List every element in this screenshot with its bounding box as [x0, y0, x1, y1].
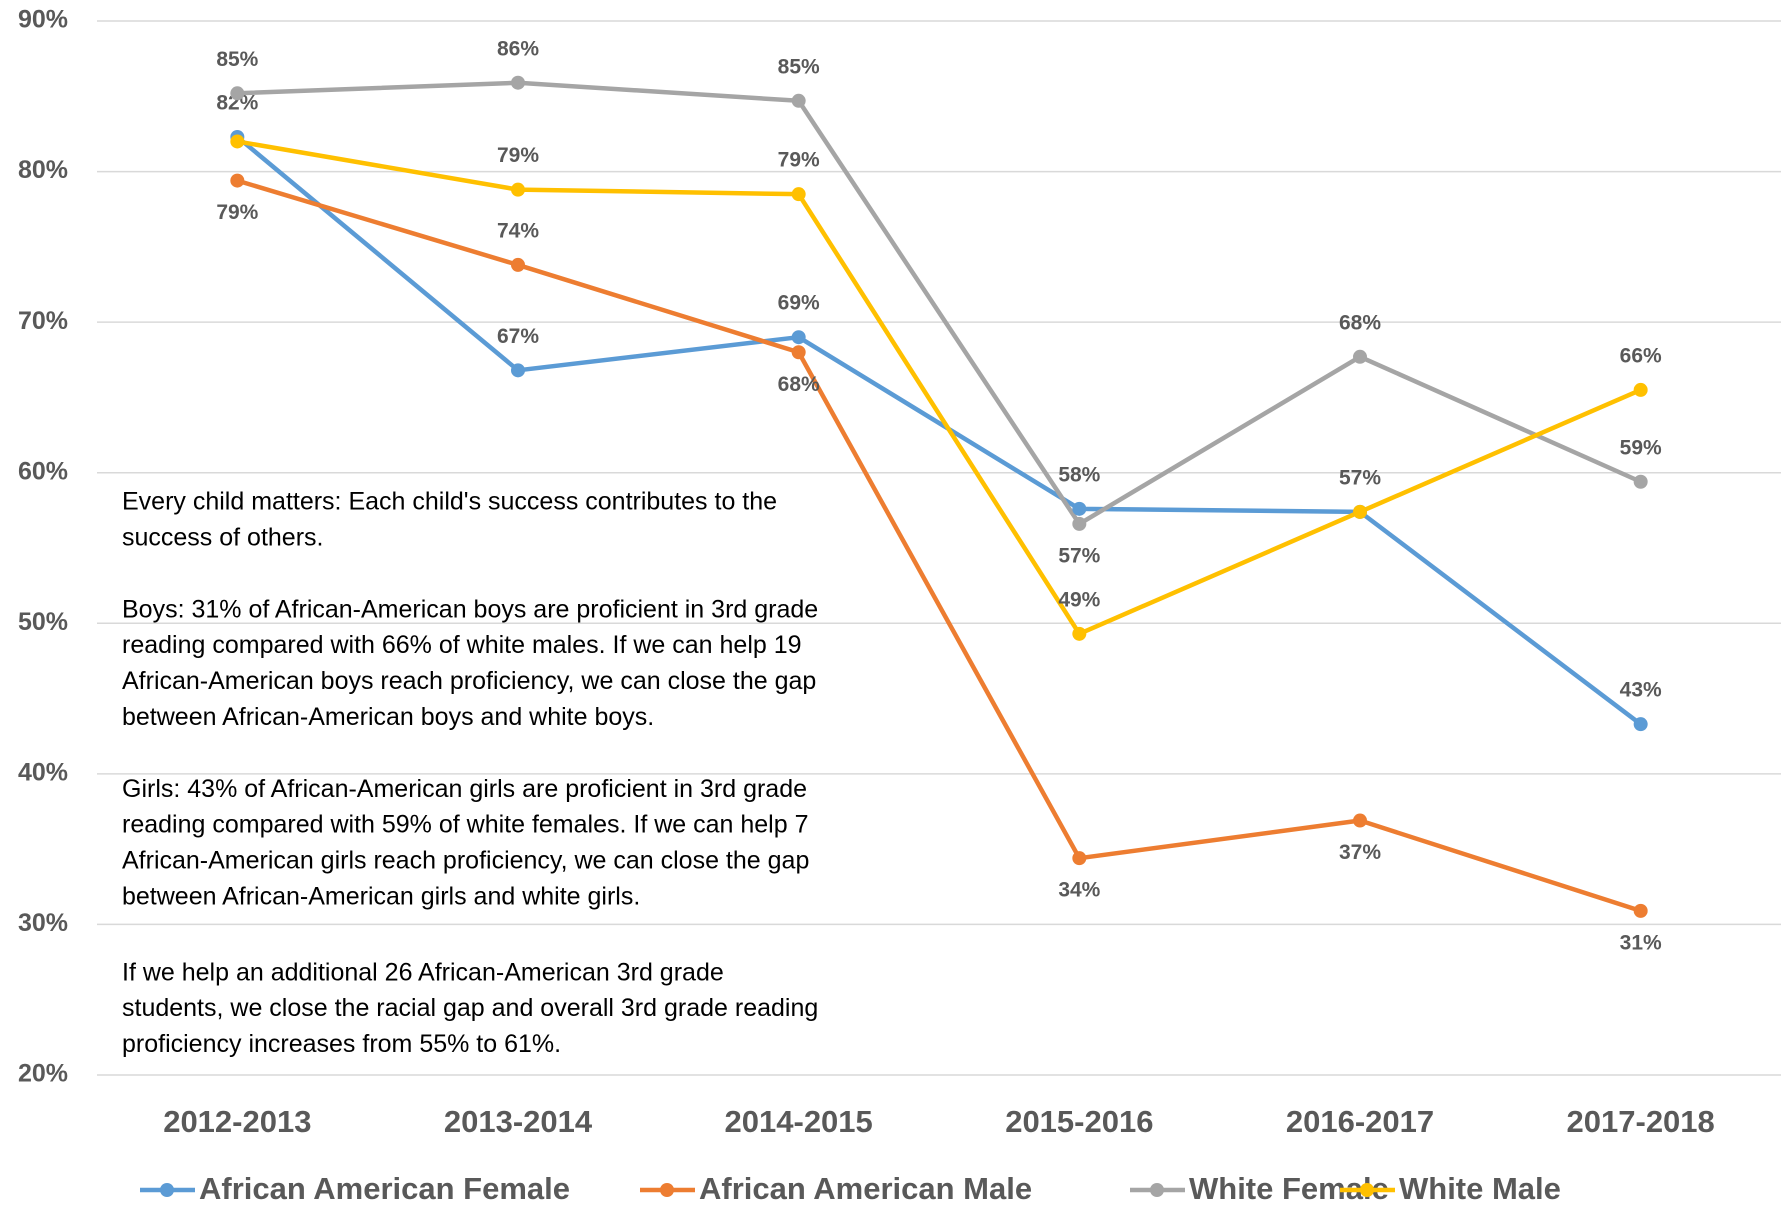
- data-label: 37%: [1339, 841, 1381, 864]
- annotation-line: between African-American boys and white …: [122, 703, 654, 731]
- legend-marker: [1150, 1183, 1164, 1197]
- series-line: [237, 80, 1642, 527]
- annotation-line: proficiency increases from 55% to 61%.: [122, 1030, 561, 1058]
- data-label: 79%: [216, 201, 258, 224]
- annotation-line: African-American girls reach proficiency…: [122, 847, 809, 875]
- point: [1353, 813, 1367, 828]
- point: [1353, 349, 1367, 364]
- annotation-line: African-American boys reach proficiency,…: [122, 667, 816, 695]
- data-label: 68%: [778, 373, 820, 396]
- point: [230, 86, 245, 101]
- legend-marker: [1360, 1183, 1374, 1197]
- x-tick-label: 2012-2013: [163, 1104, 311, 1139]
- data-label: 43%: [1620, 679, 1662, 702]
- data-label: 69%: [778, 292, 820, 315]
- legend-label: White Male: [1399, 1171, 1561, 1206]
- y-tick-label: 50%: [18, 608, 68, 636]
- point: [791, 345, 806, 360]
- point: [791, 93, 806, 108]
- series-line: [235, 135, 1643, 726]
- point: [511, 257, 525, 272]
- y-tick-label: 20%: [18, 1060, 68, 1088]
- data-label: 31%: [1620, 931, 1662, 954]
- data-label: 79%: [497, 144, 539, 167]
- x-tick-label: 2014-2015: [725, 1104, 873, 1139]
- point: [1353, 504, 1367, 519]
- y-tick-label: 90%: [18, 6, 68, 34]
- data-label: 79%: [778, 149, 820, 172]
- annotation-line: students, we close the racial gap and ov…: [122, 994, 818, 1022]
- data-label: 85%: [778, 55, 820, 78]
- annotation-line: success of others.: [122, 524, 323, 552]
- x-tick-label: 2013-2014: [444, 1104, 593, 1139]
- data-label: 74%: [497, 219, 539, 242]
- data-label: 58%: [1058, 463, 1100, 486]
- legend-label: African American Male: [699, 1171, 1032, 1206]
- data-label: 57%: [1058, 544, 1100, 567]
- legend-marker: [160, 1183, 174, 1197]
- y-tick-label: 40%: [18, 758, 68, 786]
- series-line: [236, 178, 1642, 914]
- data-label: 49%: [1058, 588, 1100, 611]
- point: [1072, 851, 1087, 866]
- x-tick-label: 2016-2017: [1286, 1104, 1434, 1139]
- point: [1633, 717, 1648, 732]
- annotation-line: between African-American girls and white…: [122, 883, 640, 911]
- data-label: 59%: [1620, 436, 1662, 459]
- y-tick-label: 80%: [18, 156, 68, 184]
- x-tick-label: 2017-2018: [1567, 1104, 1715, 1139]
- annotation-line: Boys: 31% of African-American boys are p…: [122, 595, 818, 623]
- annotation-line: Every child matters: Each child's succes…: [122, 488, 777, 516]
- data-label: 82%: [216, 91, 258, 114]
- x-tick-label: 2015-2016: [1005, 1104, 1153, 1139]
- point: [1633, 474, 1648, 489]
- point: [511, 363, 525, 378]
- point: [791, 330, 806, 345]
- data-label: 34%: [1058, 879, 1100, 902]
- point: [511, 75, 525, 90]
- data-label: 85%: [216, 48, 258, 71]
- legend-marker: [660, 1183, 674, 1197]
- annotation-line: reading compared with 59% of white femal…: [122, 811, 809, 839]
- point: [1633, 903, 1648, 918]
- point: [1072, 626, 1087, 641]
- y-tick-label: 60%: [18, 457, 68, 485]
- data-label: 57%: [1339, 466, 1381, 489]
- series-line: [236, 139, 1642, 637]
- annotation-line: Girls: 43% of African-American girls are…: [122, 775, 807, 803]
- point: [511, 182, 525, 197]
- data-label: 66%: [1620, 344, 1662, 367]
- data-label: 67%: [497, 325, 539, 348]
- annotation-line: reading compared with 66% of white males…: [122, 631, 802, 659]
- point: [230, 134, 245, 149]
- data-label: 68%: [1339, 311, 1381, 334]
- point: [1072, 501, 1087, 516]
- y-tick-label: 30%: [18, 909, 68, 937]
- point: [791, 187, 806, 202]
- point: [1072, 516, 1087, 531]
- point: [230, 173, 245, 188]
- point: [1633, 382, 1648, 397]
- legend-label: African American Female: [199, 1171, 570, 1206]
- annotation-line: If we help an additional 26 African-Amer…: [122, 958, 724, 986]
- y-tick-label: 70%: [18, 307, 68, 335]
- data-label: 86%: [497, 37, 539, 60]
